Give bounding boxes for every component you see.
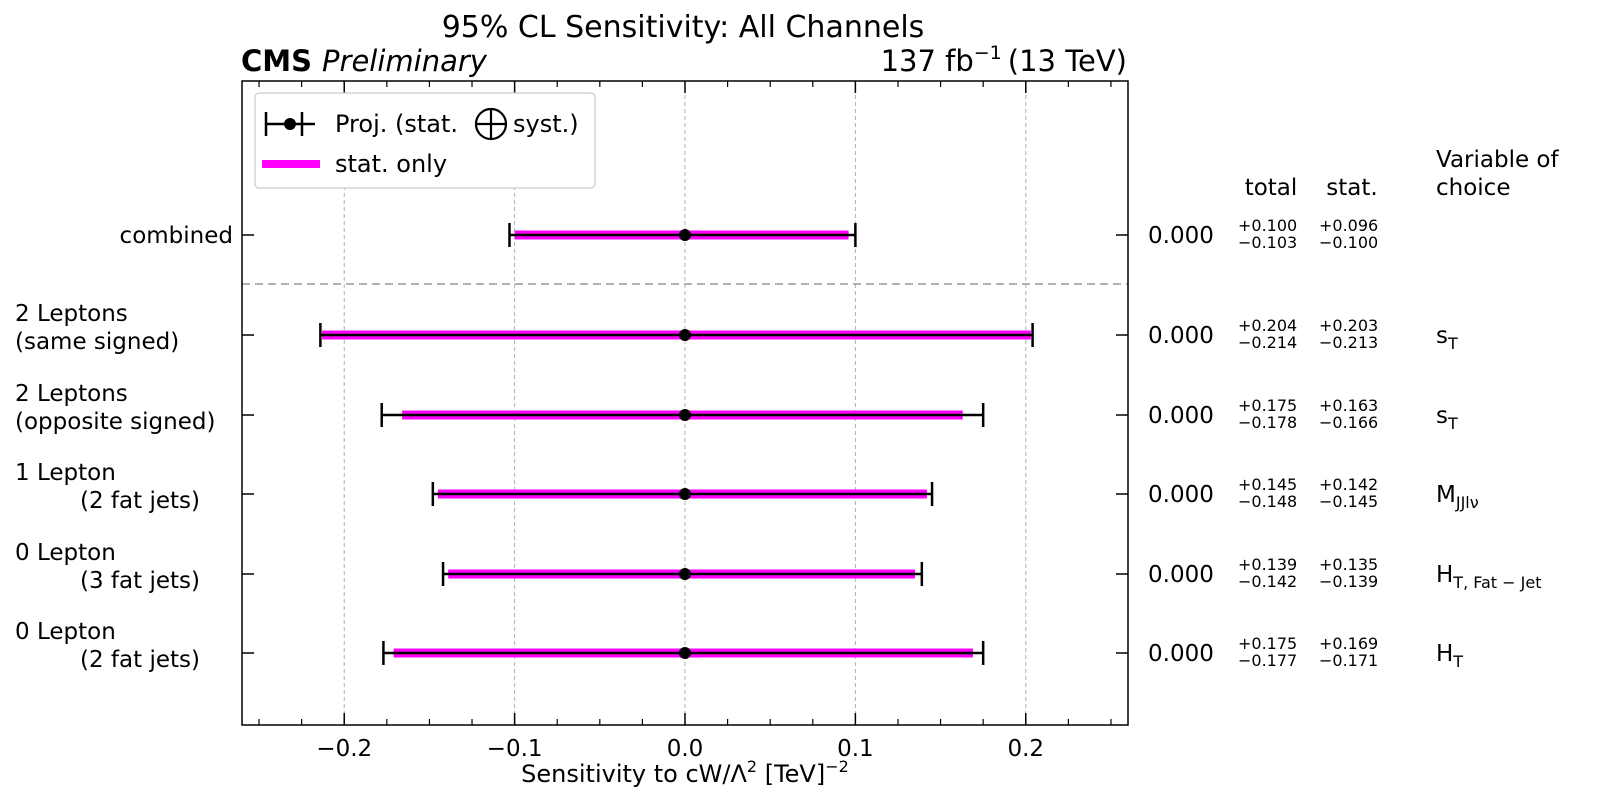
central-value-text: 0.000	[1148, 223, 1214, 249]
table-header-variable-line2: choice	[1436, 175, 1510, 201]
variable-of-choice: HT	[1436, 641, 1463, 671]
variable-of-choice: sT	[1436, 323, 1458, 353]
total-down-text: −0.142	[1238, 572, 1297, 591]
stat-up-text: +0.203	[1319, 316, 1378, 335]
variable-symbol: s	[1436, 403, 1448, 429]
variable-of-choice: sT	[1436, 403, 1458, 433]
stat-down-text: −0.145	[1319, 492, 1378, 511]
total-up-text: +0.175	[1238, 396, 1297, 415]
stat-up-text: +0.142	[1319, 475, 1378, 494]
ticks-layer: −0.2 −0.1 0.0 0.1 0.2	[242, 81, 1128, 762]
legend-box	[254, 92, 596, 189]
central-value-point	[679, 329, 691, 341]
legend: Proj. (stat. syst.) stat. only	[254, 92, 596, 189]
central-value-text: 0.000	[1148, 641, 1214, 667]
variable-subscript: T	[1452, 652, 1463, 671]
variable-symbol: H	[1436, 641, 1453, 667]
total-up-text: +0.145	[1238, 475, 1297, 494]
category-label: (opposite signed)	[15, 409, 215, 435]
total-up-text: +0.139	[1238, 555, 1297, 574]
chart-title: 95% CL Sensitivity: All Channels	[442, 10, 925, 45]
category-label: 1 Lepton	[15, 460, 116, 486]
variable-subscript: T	[1447, 334, 1458, 353]
central-value-point	[679, 568, 691, 580]
x-axis-label-sup1: 2	[747, 757, 757, 776]
lumi-value: 137 fb	[881, 44, 974, 78]
category-label: 0 Lepton	[15, 619, 116, 645]
category-label: (same signed)	[15, 329, 179, 355]
variable-symbol: s	[1436, 323, 1448, 349]
central-value-text: 0.000	[1148, 403, 1214, 429]
total-down-text: −0.103	[1238, 233, 1297, 252]
central-value-text: 0.000	[1148, 323, 1214, 349]
category-label: (2 fat jets)	[80, 488, 200, 514]
variable-of-choice: HT, Fat − Jet	[1436, 562, 1541, 592]
variable-of-choice: MJJlν	[1436, 482, 1479, 512]
table-header-variable-line1: Variable of	[1436, 147, 1560, 173]
table-header-stat: stat.	[1326, 175, 1377, 201]
variable-subscript: T	[1447, 414, 1458, 433]
category-label: combined	[120, 223, 233, 249]
variable-symbol: M	[1436, 482, 1456, 508]
stat-up-text: +0.135	[1319, 555, 1378, 574]
legend-stat-label: stat. only	[335, 150, 447, 178]
category-label: (3 fat jets)	[80, 568, 200, 594]
stat-up-text: +0.163	[1319, 396, 1378, 415]
category-label: 0 Lepton	[15, 540, 116, 566]
stat-down-text: −0.100	[1319, 233, 1378, 252]
central-value-point	[679, 488, 691, 500]
x-tick-label: 0.1	[837, 736, 874, 762]
legend-total-text-after: syst.)	[513, 110, 579, 138]
category-label: 2 Leptons	[15, 301, 128, 327]
total-up-text: +0.204	[1238, 316, 1297, 335]
table-header-total: total	[1245, 175, 1298, 201]
stat-down-text: −0.171	[1319, 651, 1378, 670]
x-tick-label: 0.2	[1007, 736, 1044, 762]
x-tick-label: −0.2	[316, 736, 372, 762]
central-value-point	[679, 409, 691, 421]
x-axis-label-sup2: −2	[825, 757, 849, 776]
stat-up-text: +0.096	[1319, 216, 1378, 235]
stat-down-text: −0.139	[1319, 572, 1378, 591]
x-axis-label-unit: [TeV]	[757, 760, 825, 788]
legend-total-label: Proj. (stat.	[335, 110, 458, 138]
total-up-text: +0.175	[1238, 634, 1297, 653]
category-label: 2 Leptons	[15, 381, 128, 407]
status-label: Preliminary	[322, 44, 488, 78]
stat-down-text: −0.213	[1319, 333, 1378, 352]
central-value-point	[679, 647, 691, 659]
total-down-text: −0.148	[1238, 492, 1297, 511]
central-value-text: 0.000	[1148, 562, 1214, 588]
stat-down-text: −0.166	[1319, 413, 1378, 432]
variable-subscript: JJlν	[1455, 493, 1479, 512]
experiment-name: CMS	[241, 44, 312, 78]
central-value-point	[679, 229, 691, 241]
total-down-text: −0.178	[1238, 413, 1297, 432]
oplus-icon	[474, 107, 508, 141]
lumi-label: 137 fb−1 (13 TeV)	[881, 42, 1127, 78]
x-tick-label: 0.0	[667, 736, 704, 762]
lumi-exponent: −1	[974, 42, 1002, 64]
total-down-text: −0.214	[1238, 333, 1297, 352]
total-down-text: −0.177	[1238, 651, 1297, 670]
x-axis-label-main: Sensitivity to cW/Λ	[521, 760, 747, 788]
category-label: (2 fat jets)	[80, 647, 200, 673]
central-value-text: 0.000	[1148, 482, 1214, 508]
bars-layer	[319, 223, 1034, 665]
legend-total-text-before: Proj. (stat.	[335, 110, 458, 138]
variable-symbol: H	[1436, 562, 1453, 588]
x-axis-label: Sensitivity to cW/Λ2 [TeV]−2	[521, 757, 849, 788]
results-table: 0.000 +0.100−0.103 +0.096−0.100 0.000 +0.204…	[1148, 147, 1560, 671]
experiment-label: CMS Preliminary	[241, 44, 488, 78]
variable-subscript: T, Fat − Jet	[1452, 573, 1541, 592]
total-up-text: +0.100	[1238, 216, 1297, 235]
stat-up-text: +0.169	[1319, 634, 1378, 653]
energy-label: (13 TeV)	[1008, 44, 1127, 78]
legend-total-marker	[264, 112, 315, 136]
x-tick-label: −0.1	[487, 736, 543, 762]
